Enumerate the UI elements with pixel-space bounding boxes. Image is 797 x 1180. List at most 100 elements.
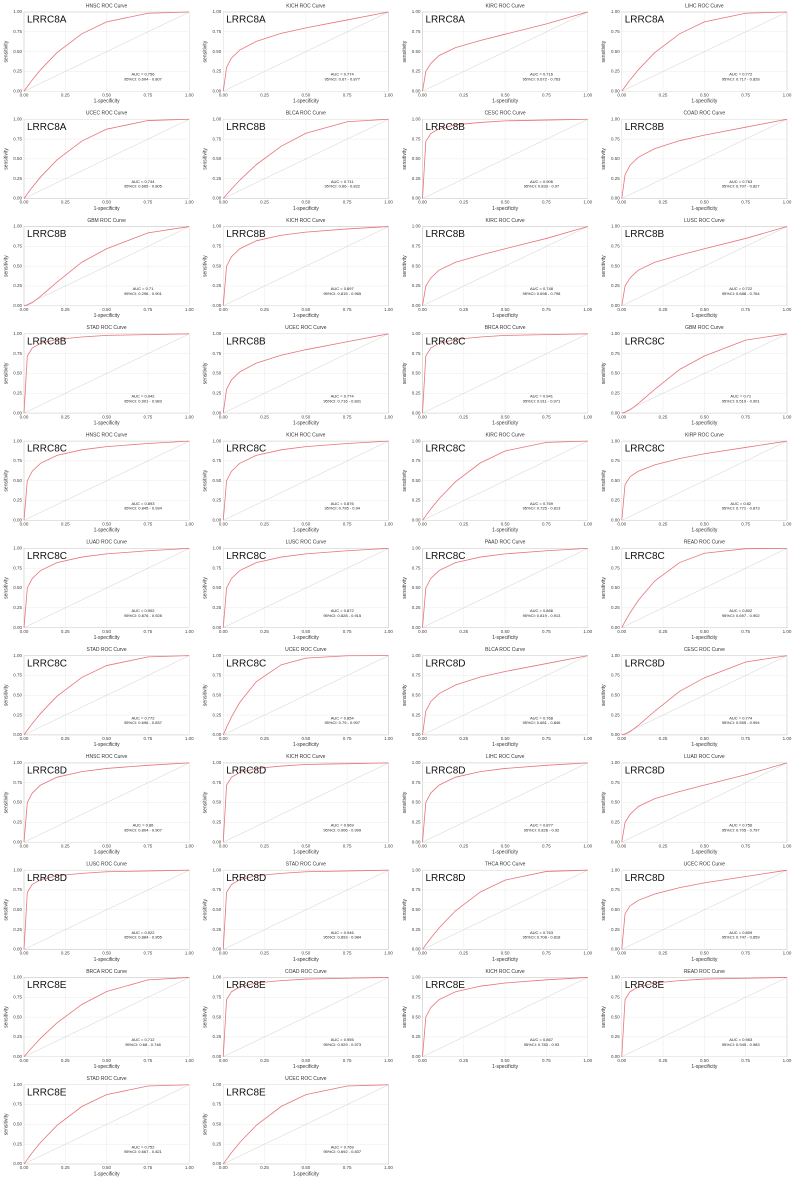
auc-text: AUC = 0.712 bbox=[131, 1037, 155, 1042]
chart-title: HNSC ROC Curve bbox=[86, 3, 128, 9]
auc-text: AUC = 0.71 bbox=[730, 394, 752, 399]
x-axis-label: 1-specificity bbox=[492, 528, 519, 534]
y-tick-label: 0.25 bbox=[611, 712, 620, 717]
x-axis-label: 1-specificity bbox=[492, 742, 519, 748]
x-tick-label: 0.25 bbox=[659, 414, 668, 419]
x-tick-label: 0.25 bbox=[260, 843, 269, 848]
roc-curve bbox=[621, 333, 788, 414]
y-tick-label: 1.00 bbox=[412, 438, 421, 443]
y-tick-label: 0.25 bbox=[13, 1141, 22, 1146]
x-tick-label: 0.50 bbox=[501, 1058, 510, 1063]
y-tick-label: 0.75 bbox=[412, 136, 421, 141]
reference-diagonal bbox=[422, 226, 588, 307]
reference-diagonal bbox=[422, 548, 588, 628]
x-tick-label: 0.75 bbox=[343, 1058, 352, 1063]
y-tick-label: 0.25 bbox=[611, 605, 620, 610]
y-tick-label: 0.00 bbox=[212, 196, 221, 201]
x-tick-label: 0.75 bbox=[741, 736, 750, 741]
gene-label: LRRC8C bbox=[426, 551, 466, 562]
x-tick-label: 0.25 bbox=[459, 414, 468, 419]
x-tick-label: 0.25 bbox=[260, 414, 269, 419]
x-axis-label: 1-specificity bbox=[691, 528, 718, 534]
x-tick-label: 0.50 bbox=[301, 1165, 310, 1170]
x-tick-label: 0.00 bbox=[20, 1165, 29, 1170]
roc-panel: CESC ROC Curve 0.00 0.25 0.50 0.75 1.00 0.00 0.… bbox=[402, 111, 593, 212]
x-tick-label: 0.00 bbox=[617, 843, 626, 848]
x-tick-label: 0.00 bbox=[418, 843, 427, 848]
roc-curve bbox=[222, 977, 389, 1057]
x-tick-label: 0.25 bbox=[459, 951, 468, 956]
roc-panel: LUSC ROC Curve 0.00 0.25 0.50 0.75 1.00 0.00 0.… bbox=[601, 218, 792, 319]
roc-curve bbox=[23, 762, 190, 843]
x-tick-label: 0.75 bbox=[741, 522, 750, 527]
y-tick-label: 0.50 bbox=[13, 263, 22, 268]
y-tick-label: 0.00 bbox=[412, 518, 421, 523]
y-tick-label: 1.00 bbox=[13, 867, 22, 872]
gene-label: LRRC8B bbox=[625, 122, 665, 133]
x-tick-label: 0.25 bbox=[659, 200, 668, 205]
roc-panel: BRCA ROC Curve 0.00 0.25 0.50 0.75 1.00 0.00 0.… bbox=[402, 325, 593, 426]
gene-label: LRRC8B bbox=[625, 229, 665, 240]
auc-text: AUC = 0.744 bbox=[131, 179, 155, 184]
ci-text: 95%CI: 0.667 - 0.821 bbox=[124, 1149, 163, 1154]
y-tick-label: 0.50 bbox=[412, 800, 421, 805]
y-axis-label: sensitivity bbox=[3, 898, 9, 920]
roc-curve bbox=[621, 547, 788, 628]
x-tick-label: 0.50 bbox=[501, 200, 510, 205]
x-tick-label: 1.00 bbox=[783, 414, 792, 419]
y-axis-label: sensitivity bbox=[203, 255, 209, 277]
y-tick-label: 0.50 bbox=[212, 800, 221, 805]
y-tick-label: 0.50 bbox=[412, 156, 421, 161]
roc-panel: UCEC ROC Curve 0.00 0.25 0.50 0.75 1.00 0.00 0.… bbox=[3, 111, 194, 212]
chart-title: BRCA ROC Curve bbox=[86, 969, 127, 975]
roc-panel: CESC ROC Curve 0.00 0.25 0.50 0.75 1.00 0.00 0.… bbox=[601, 647, 792, 748]
x-tick-label: 0.00 bbox=[20, 200, 29, 205]
y-tick-label: 1.00 bbox=[13, 116, 22, 121]
ci-text: 95%CI: 0.911 - 0.971 bbox=[523, 398, 561, 403]
gene-label: LRRC8C bbox=[27, 658, 67, 669]
roc-curve bbox=[422, 333, 588, 414]
y-axis-label: sensitivity bbox=[3, 577, 9, 599]
x-tick-label: 0.50 bbox=[501, 951, 510, 956]
y-tick-label: 0.50 bbox=[611, 692, 620, 697]
reference-diagonal bbox=[621, 548, 788, 628]
y-tick-label: 0.25 bbox=[611, 69, 620, 74]
x-tick-label: 0.00 bbox=[20, 736, 29, 741]
x-tick-label: 0.75 bbox=[144, 951, 153, 956]
roc-curve bbox=[23, 11, 190, 92]
y-axis-label: sensitivity bbox=[3, 1113, 9, 1135]
x-axis-label: 1-specificity bbox=[94, 850, 121, 856]
x-axis-label: 1-specificity bbox=[492, 420, 519, 426]
y-tick-label: 1.00 bbox=[13, 438, 22, 443]
y-tick-label: 0.25 bbox=[611, 927, 620, 932]
chart-title: LIHC ROC Curve bbox=[685, 3, 724, 9]
y-tick-label: 0.50 bbox=[412, 478, 421, 483]
y-tick-label: 0.50 bbox=[611, 800, 620, 805]
roc-panel: THCA ROC Curve 0.00 0.25 0.50 0.75 1.00 0.00 0.… bbox=[402, 862, 593, 963]
x-tick-label: 0.75 bbox=[542, 522, 551, 527]
auc-text: AUC = 0.872 bbox=[331, 608, 355, 613]
x-tick-label: 0.25 bbox=[659, 629, 668, 634]
x-tick-label: 0.75 bbox=[343, 414, 352, 419]
y-tick-label: 0.25 bbox=[611, 498, 620, 503]
ci-text: 95%CI: 0.747 - 0.859 bbox=[722, 935, 761, 940]
y-axis-label: sensitivity bbox=[601, 684, 607, 706]
y-tick-label: 0.00 bbox=[13, 1054, 22, 1059]
x-axis-label: 1-specificity bbox=[293, 206, 320, 212]
y-tick-label: 1.00 bbox=[212, 331, 221, 336]
x-tick-label: 0.00 bbox=[20, 92, 29, 97]
auc-text: AUC = 0.82 bbox=[730, 501, 752, 506]
x-tick-label: 0.00 bbox=[20, 414, 29, 419]
y-axis-label: sensitivity bbox=[3, 255, 9, 277]
y-tick-label: 1.00 bbox=[611, 975, 620, 980]
x-tick-label: 0.75 bbox=[343, 736, 352, 741]
roc-panel: UCEC ROC Curve 0.00 0.25 0.50 0.75 1.00 0.00 0.… bbox=[203, 325, 394, 426]
reference-diagonal bbox=[223, 11, 389, 92]
roc-panel: LIHC ROC Curve 0.00 0.25 0.50 0.75 1.00 0.00 0.… bbox=[601, 3, 792, 104]
x-axis-label: 1-specificity bbox=[293, 420, 320, 426]
x-axis-label: 1-specificity bbox=[691, 850, 718, 856]
y-tick-label: 0.25 bbox=[212, 283, 221, 288]
ci-text: 95%CI: 0.725 - 0.813 bbox=[523, 506, 562, 511]
y-tick-label: 0.25 bbox=[13, 927, 22, 932]
chart-title: UCEC ROC Curve bbox=[86, 111, 128, 117]
